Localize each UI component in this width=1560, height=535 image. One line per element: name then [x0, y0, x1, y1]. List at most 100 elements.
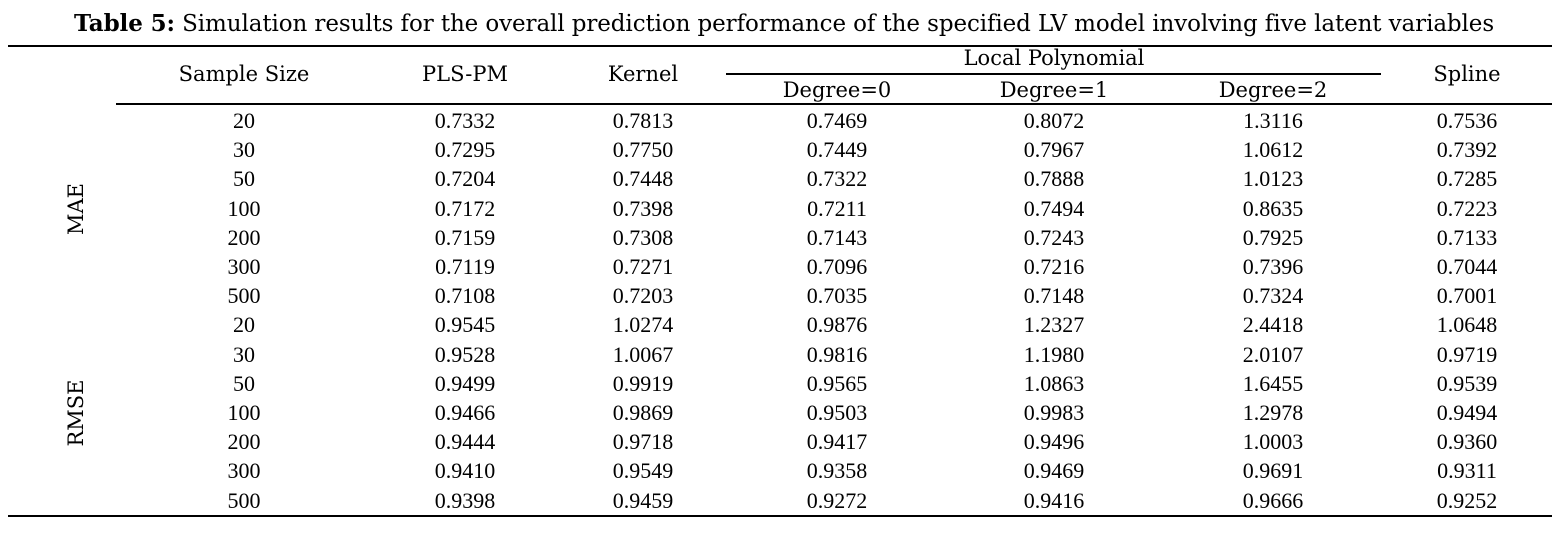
- header-kernel: Kernel: [607, 62, 679, 86]
- cell-kernel: 0.9549: [612, 458, 674, 484]
- header-local-polynomial: Local Polynomial: [963, 46, 1145, 70]
- cell-spline: 0.9494: [1436, 400, 1498, 425]
- cell-spline: 0.9539: [1436, 370, 1498, 396]
- table-title-label: Table 5:: [73, 10, 175, 37]
- cell-kernel: 0.9718: [612, 429, 674, 455]
- cell-sample-size: 200: [227, 224, 261, 250]
- cell-kernel: 1.0067: [612, 341, 674, 367]
- cell-plspm: 0.7172: [434, 195, 496, 221]
- cell-degree-2: 1.0612: [1242, 137, 1304, 163]
- cell-kernel: 0.9869: [612, 400, 674, 425]
- cell-degree-2: 1.3116: [1243, 108, 1303, 133]
- cell-degree-1: 0.9469: [1023, 458, 1085, 484]
- cell-degree-0: 0.7211: [807, 195, 867, 221]
- cell-kernel: 0.7750: [612, 137, 674, 163]
- cell-kernel: 0.7203: [612, 283, 674, 309]
- cell-spline: 0.7223: [1436, 195, 1498, 221]
- cell-degree-1: 1.0863: [1023, 370, 1085, 396]
- cell-sample-size: 100: [227, 400, 261, 425]
- cell-degree-1: 0.9983: [1023, 400, 1085, 425]
- cell-degree-0: 0.7449: [806, 137, 868, 163]
- cell-kernel: 0.7448: [612, 166, 674, 192]
- cell-degree-2: 0.7396: [1242, 254, 1304, 279]
- header-degree-0: Degree=0: [782, 78, 892, 102]
- cell-plspm: 0.7295: [434, 137, 496, 163]
- cell-spline: 0.9311: [1437, 458, 1497, 484]
- cell-degree-0: 0.9358: [806, 458, 868, 484]
- cell-degree-0: 0.7469: [806, 108, 868, 133]
- cell-sample-size: 500: [227, 487, 261, 513]
- cell-degree-2: 1.2978: [1242, 400, 1304, 425]
- cell-degree-2: 0.9691: [1242, 458, 1304, 484]
- cell-kernel: 0.9919: [612, 370, 674, 396]
- cell-degree-2: 1.0123: [1242, 166, 1304, 192]
- cell-plspm: 0.7159: [434, 224, 496, 250]
- cell-spline: 0.7285: [1436, 166, 1498, 192]
- cell-sample-size: 30: [233, 341, 255, 367]
- cell-kernel: 0.7398: [612, 195, 674, 221]
- cell-degree-0: 0.9503: [806, 400, 868, 425]
- cell-plspm: 0.7108: [434, 283, 496, 309]
- cell-degree-2: 2.0107: [1242, 341, 1304, 367]
- bottom-rule: [8, 515, 1552, 517]
- cell-degree-1: 0.7216: [1023, 254, 1085, 279]
- cell-kernel: 0.9459: [612, 487, 674, 513]
- cell-degree-2: 0.7324: [1242, 283, 1304, 309]
- group-label-rmse: RMSE: [64, 379, 88, 447]
- cell-degree-0: 0.9565: [806, 370, 868, 396]
- cell-plspm: 0.9398: [434, 487, 496, 513]
- table-title: Table 5: Simulation results for the over…: [0, 10, 1560, 37]
- cell-kernel: 1.0274: [612, 312, 674, 338]
- cell-degree-0: 0.9272: [806, 487, 868, 513]
- header-degree-1: Degree=1: [999, 78, 1109, 102]
- cell-plspm: 0.9545: [434, 312, 496, 338]
- cell-sample-size: 20: [233, 108, 255, 133]
- cell-sample-size: 50: [233, 370, 255, 396]
- table-title-text: Simulation results for the overall predi…: [174, 11, 1495, 37]
- cell-degree-0: 0.9816: [806, 341, 868, 367]
- cell-spline: 0.9360: [1436, 429, 1498, 455]
- cell-degree-1: 0.7888: [1023, 166, 1085, 192]
- cell-plspm: 0.7119: [435, 254, 495, 279]
- cell-degree-1: 0.7967: [1023, 137, 1085, 163]
- cell-degree-1: 0.9496: [1023, 429, 1085, 455]
- cell-plspm: 0.9444: [434, 429, 496, 455]
- header-plspm: PLS-PM: [422, 62, 508, 86]
- cell-sample-size: 300: [227, 458, 261, 484]
- cell-sample-size: 50: [233, 166, 255, 192]
- cell-degree-2: 0.7925: [1242, 224, 1304, 250]
- cell-spline: 0.7001: [1436, 283, 1498, 309]
- cell-degree-0: 0.9876: [806, 312, 868, 338]
- cell-degree-0: 0.7096: [806, 254, 868, 279]
- header-sample-size: Sample Size: [178, 62, 310, 86]
- group-label-mae: MAE: [64, 183, 88, 235]
- header-degree-2: Degree=2: [1218, 78, 1328, 102]
- header-spline: Spline: [1433, 62, 1501, 86]
- cell-sample-size: 300: [227, 254, 261, 279]
- cell-spline: 0.7133: [1436, 224, 1498, 250]
- cell-degree-1: 0.9416: [1023, 487, 1085, 513]
- cell-plspm: 0.7204: [434, 166, 496, 192]
- cell-spline: 0.7536: [1436, 108, 1498, 133]
- cell-plspm: 0.9466: [434, 400, 496, 425]
- cell-spline: 1.0648: [1436, 312, 1498, 338]
- cell-plspm: 0.9499: [434, 370, 496, 396]
- cell-spline: 0.9719: [1436, 341, 1498, 367]
- cell-spline: 0.7044: [1436, 254, 1498, 279]
- cell-degree-0: 0.7322: [806, 166, 868, 192]
- cell-kernel: 0.7813: [612, 108, 674, 133]
- cell-plspm: 0.9528: [434, 341, 496, 367]
- cell-spline: 0.7392: [1436, 137, 1498, 163]
- top-rule: [8, 45, 1552, 47]
- cell-degree-1: 1.1980: [1023, 341, 1085, 367]
- cell-degree-0: 0.7035: [806, 283, 868, 309]
- cell-degree-1: 0.7148: [1023, 283, 1085, 309]
- cell-degree-2: 2.4418: [1242, 312, 1304, 338]
- cell-sample-size: 30: [233, 137, 255, 163]
- cell-degree-0: 0.9417: [806, 429, 868, 455]
- cell-sample-size: 500: [227, 283, 261, 309]
- cell-plspm: 0.7332: [434, 108, 496, 133]
- cell-degree-1: 0.7243: [1023, 224, 1085, 250]
- cell-degree-2: 1.6455: [1242, 370, 1304, 396]
- cell-degree-2: 1.0003: [1242, 429, 1304, 455]
